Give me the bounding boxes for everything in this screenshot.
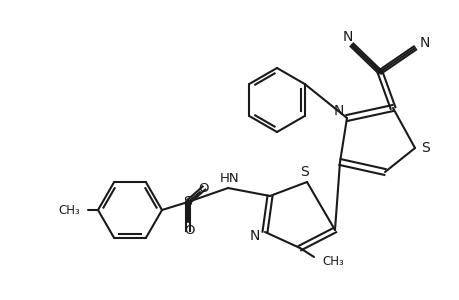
Text: S: S — [183, 195, 192, 209]
Text: N: N — [419, 36, 429, 50]
Text: HN: HN — [220, 172, 239, 184]
Text: O: O — [198, 182, 209, 194]
Text: S: S — [300, 165, 309, 179]
Text: CH₃: CH₃ — [321, 256, 343, 268]
Text: CH₃: CH₃ — [58, 203, 80, 217]
Text: N: N — [249, 229, 260, 243]
Text: N: N — [333, 104, 343, 118]
Text: S: S — [421, 141, 430, 155]
Text: N: N — [342, 30, 353, 44]
Text: O: O — [185, 224, 195, 238]
